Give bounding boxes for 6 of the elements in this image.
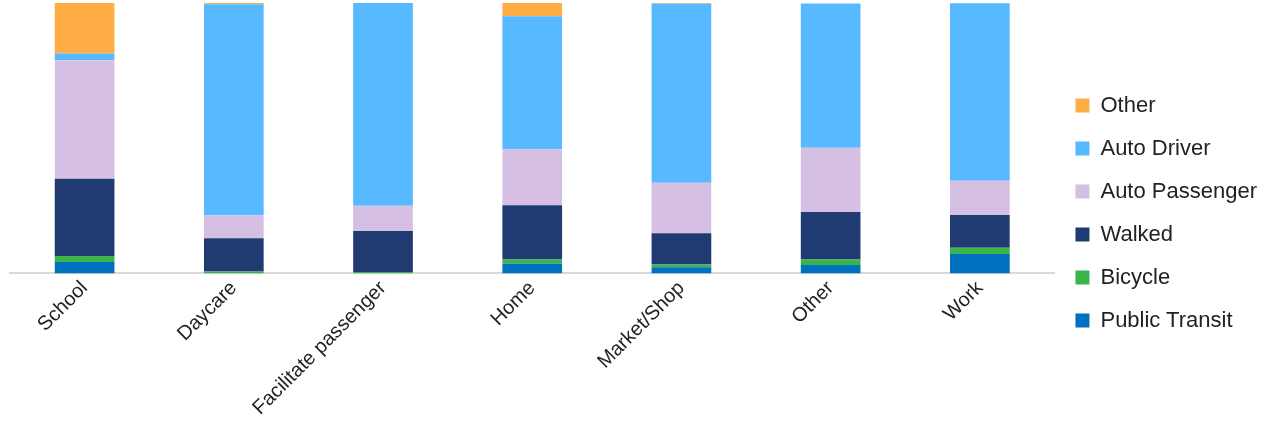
legend-label: Walked: [1100, 220, 1173, 246]
legend-label: Bicycle: [1100, 263, 1171, 289]
legend-label: Auto Driver: [1100, 134, 1211, 160]
legend-label: Other: [1100, 91, 1156, 117]
legend-label: Auto Passenger: [1100, 177, 1257, 203]
legend-label: Public Transit: [1100, 306, 1233, 332]
